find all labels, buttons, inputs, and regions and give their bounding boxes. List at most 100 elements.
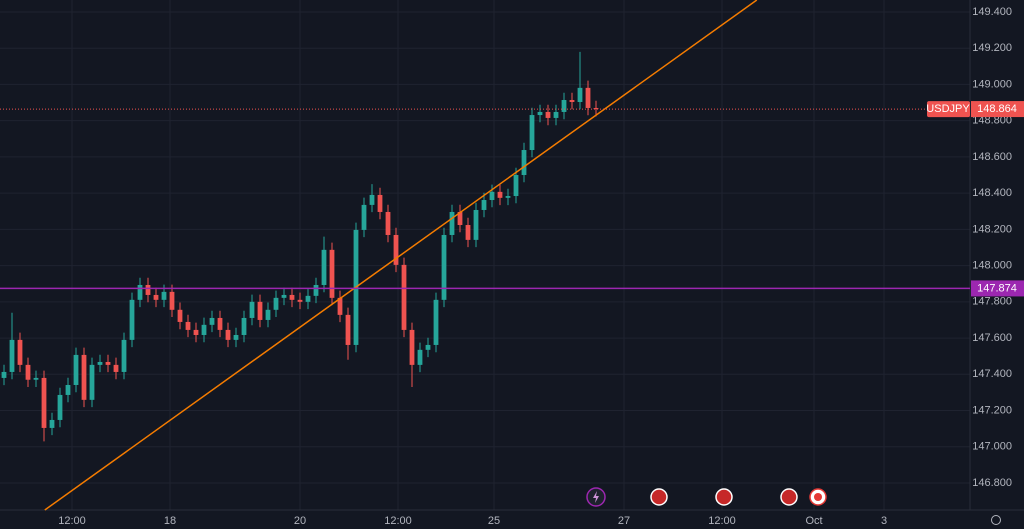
settings-icon[interactable] [991, 515, 1001, 525]
candle-body [513, 175, 519, 197]
candle-body [465, 225, 471, 240]
candle-body [401, 264, 407, 330]
y-tick-label: 147.600 [972, 332, 1012, 344]
candle-body [233, 334, 239, 340]
candle-body [217, 317, 223, 330]
candle-body [433, 299, 439, 345]
y-tick-label: 147.800 [972, 296, 1012, 308]
candle-body [489, 191, 495, 201]
candle-body [241, 317, 247, 335]
y-tick-label: 146.800 [972, 477, 1012, 489]
y-tick-label: 147.000 [972, 441, 1012, 453]
candle-body [65, 384, 71, 395]
x-tick-label: 12:00 [58, 515, 86, 527]
candle-body [145, 284, 151, 295]
symbol-label-bg [927, 101, 970, 118]
candle-body [209, 317, 215, 325]
candle-body [361, 204, 367, 230]
y-tick-label: 149.000 [972, 78, 1012, 90]
last-price-label-bg [971, 101, 1024, 118]
candle-body [49, 419, 55, 428]
x-tick-label: Oct [805, 515, 822, 527]
event-marker[interactable] [715, 488, 733, 506]
y-tick-label: 148.400 [972, 187, 1012, 199]
x-tick-label: 3 [881, 515, 887, 527]
candle-body [137, 284, 143, 300]
candle-body [33, 377, 39, 380]
candle-body [193, 329, 199, 335]
x-tick-label: 20 [294, 515, 306, 527]
candle-body [113, 364, 119, 372]
candle-body [529, 115, 535, 151]
candle-body [305, 295, 311, 302]
event-icon [593, 491, 599, 503]
candle-body [585, 87, 591, 108]
y-tick-label: 149.200 [972, 42, 1012, 54]
candle-body [313, 284, 319, 296]
candle-body [553, 111, 559, 118]
candle-body [457, 211, 463, 226]
horizontal-line-label: 147.874 [977, 282, 1017, 294]
candle-body [393, 234, 399, 265]
candle-body [97, 361, 103, 365]
candle-body [417, 349, 423, 365]
candle-body [281, 294, 287, 298]
candle-body [265, 309, 271, 320]
y-tick-label: 147.200 [972, 404, 1012, 416]
candle-body [89, 364, 95, 400]
y-tick-label: 149.400 [972, 6, 1012, 18]
candle-body [593, 107, 599, 110]
candle-body [121, 339, 127, 372]
event-marker[interactable] [780, 488, 798, 506]
candle-body [473, 209, 479, 240]
y-tick-label: 148.000 [972, 260, 1012, 272]
candle-body [545, 111, 551, 118]
candle-body [177, 309, 183, 322]
candle-body [105, 361, 111, 365]
x-tick-label: 12:00 [708, 515, 736, 527]
candle-body [345, 314, 351, 345]
candle-body [569, 100, 575, 102]
candle-body [329, 249, 335, 298]
candle-body [257, 301, 263, 320]
candle-body [505, 196, 511, 198]
event-marker[interactable] [650, 488, 668, 506]
event-icon [814, 493, 822, 501]
candle-body [169, 291, 175, 310]
candle-body [201, 324, 207, 335]
candle-body [185, 321, 191, 330]
y-tick-label: 148.800 [972, 115, 1012, 127]
candle-body [377, 194, 383, 212]
candle-body [425, 344, 431, 350]
candle-body [161, 291, 167, 300]
candle-body [449, 211, 455, 235]
y-tick-label: 147.400 [972, 368, 1012, 380]
x-tick-label: 18 [164, 515, 176, 527]
event-markers [586, 487, 827, 507]
candle-body [57, 394, 63, 420]
trend-line [44, 0, 758, 511]
candle-body [129, 299, 135, 340]
candle-body [297, 299, 303, 302]
candle-body [521, 150, 527, 176]
x-tick-label: 25 [488, 515, 500, 527]
candle-body [9, 339, 15, 372]
horizontal-line-label-bg [971, 280, 1024, 297]
candle-body [337, 297, 343, 315]
candle-body [481, 200, 487, 210]
candle-body [441, 234, 447, 300]
candle-body [81, 354, 87, 400]
candle-body [577, 87, 583, 102]
candle-body [273, 297, 279, 310]
candle-body [249, 301, 255, 318]
y-tick-label: 148.600 [972, 151, 1012, 163]
candle-body [409, 329, 415, 365]
candle-body [25, 364, 31, 380]
candle-body [225, 329, 231, 340]
candle-body [289, 294, 295, 300]
candle-body [385, 211, 391, 235]
candle-body [17, 339, 23, 365]
candle-body [497, 191, 503, 198]
